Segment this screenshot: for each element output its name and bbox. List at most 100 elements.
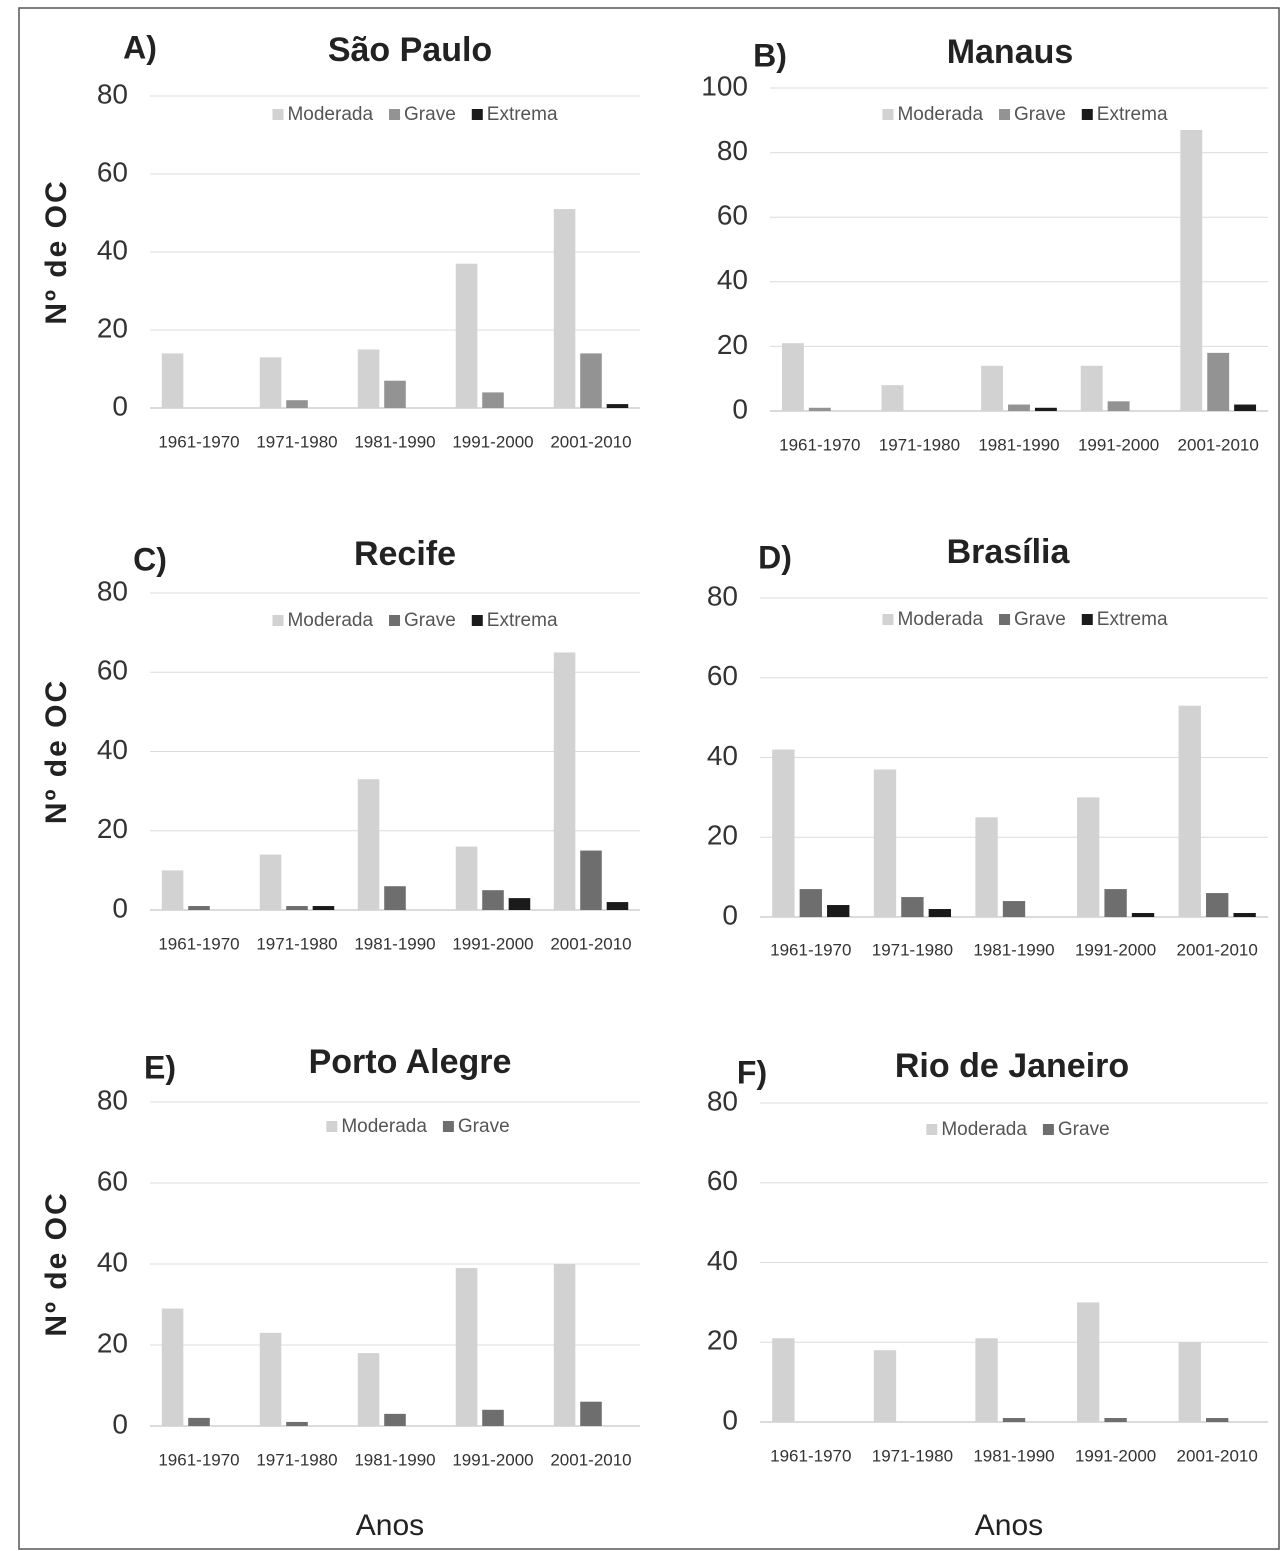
bar [1104, 889, 1127, 917]
bar [975, 817, 998, 917]
y-tick-label: 0 [722, 899, 738, 930]
bar [455, 846, 478, 910]
x-tick-label: 1971-1980 [256, 1450, 337, 1469]
legend-swatch [471, 615, 483, 626]
y-axis-label: Nº de OC [40, 679, 73, 824]
chart-title: Rio de Janeiro [895, 1047, 1129, 1085]
chart-title: Brasília [947, 533, 1071, 571]
x-axis-label: Anos [975, 1509, 1043, 1542]
bar [259, 854, 282, 910]
legend-label: Grave [1014, 609, 1066, 630]
x-tick-label: 1971-1980 [256, 432, 337, 451]
legend-swatch [999, 614, 1011, 625]
y-tick-label: 0 [112, 892, 128, 923]
legend-swatch [999, 109, 1011, 120]
legend-label: Moderada [897, 104, 983, 125]
bar [1002, 1418, 1026, 1422]
legend: Moderada Grave [926, 1119, 1110, 1140]
bar [357, 349, 380, 408]
bar [357, 779, 380, 910]
x-tick-label: 1971-1980 [872, 940, 953, 959]
legend-swatch [389, 109, 401, 120]
bar [580, 1401, 602, 1426]
legend-swatch [326, 1121, 338, 1132]
y-tick-label: 60 [707, 1165, 738, 1196]
x-tick-label: 2001-2010 [550, 1450, 631, 1469]
y-tick-label: 40 [707, 1245, 738, 1276]
y-tick-label: 40 [97, 734, 128, 765]
x-tick-label: 1981-1990 [973, 1446, 1054, 1465]
x-tick-label: 2001-2010 [1177, 940, 1258, 959]
x-tick-label: 1961-1970 [770, 1446, 851, 1465]
legend-swatch [272, 109, 284, 120]
y-tick-label: 0 [112, 390, 128, 421]
legend: Moderada Grave Extrema [882, 609, 1168, 630]
bar [901, 897, 924, 917]
bar [881, 385, 904, 411]
bar [1076, 797, 1100, 917]
legend-label: Grave [458, 1116, 510, 1137]
bar [808, 407, 831, 411]
x-tick-label: 2001-2010 [1178, 435, 1259, 454]
x-tick-label: 1991-2000 [1078, 435, 1159, 454]
bar [606, 902, 629, 910]
bar [384, 886, 406, 910]
y-tick-label: 40 [717, 264, 748, 295]
bar [928, 909, 952, 917]
bar [981, 365, 1004, 411]
legend-swatch [926, 1124, 938, 1135]
y-tick-label: 80 [97, 1084, 128, 1115]
frame [18, 7, 1280, 1550]
x-tick-label: 1981-1990 [978, 435, 1059, 454]
legend-label: Moderada [941, 1119, 1027, 1140]
x-tick-label: 1971-1980 [256, 934, 337, 953]
bar [1206, 893, 1229, 917]
bar [482, 890, 504, 910]
legend-swatch [442, 1121, 454, 1132]
y-tick-label: 40 [707, 740, 738, 771]
y-tick-label: 80 [707, 1085, 738, 1116]
chart-title: Recife [354, 535, 456, 573]
x-tick-label: 1961-1970 [770, 940, 851, 959]
legend-swatch [272, 615, 284, 626]
bar [1034, 407, 1057, 411]
legend-swatch [389, 615, 401, 626]
bar [553, 1264, 576, 1426]
bar [580, 353, 602, 408]
legend-label: Grave [1014, 104, 1066, 125]
x-tick-label: 1991-2000 [1075, 940, 1156, 959]
bar [553, 209, 576, 408]
x-tick-label: 1981-1990 [354, 432, 435, 451]
bar [975, 1338, 998, 1422]
y-tick-label: 80 [97, 78, 128, 109]
bar [1206, 1418, 1229, 1422]
y-tick-label: 60 [97, 156, 128, 187]
y-tick-label: 20 [97, 1327, 128, 1358]
legend-swatch [1081, 109, 1093, 120]
bar [580, 850, 602, 910]
x-tick-label: 1961-1970 [158, 1450, 239, 1469]
panel-label: B) [753, 37, 787, 73]
bar [873, 1350, 897, 1422]
bar [188, 906, 210, 910]
x-tick-label: 1991-2000 [1075, 1446, 1156, 1465]
bar [553, 652, 576, 910]
y-tick-label: 0 [732, 393, 748, 424]
bar [188, 1417, 210, 1426]
y-axis-label: Nº de OC [40, 179, 73, 324]
bar [286, 400, 308, 408]
bar [1180, 129, 1203, 412]
x-tick-label: 1991-2000 [452, 934, 533, 953]
legend-label: Grave [1058, 1119, 1110, 1140]
legend-swatch [882, 614, 894, 625]
legend-label: Extrema [1097, 104, 1168, 125]
legend-swatch [882, 109, 894, 120]
bar [772, 1338, 795, 1422]
bar [384, 1413, 406, 1426]
bar [1008, 404, 1030, 411]
bar [1178, 705, 1201, 917]
x-tick-label: 1991-2000 [452, 1450, 533, 1469]
y-tick-label: 0 [112, 1408, 128, 1439]
